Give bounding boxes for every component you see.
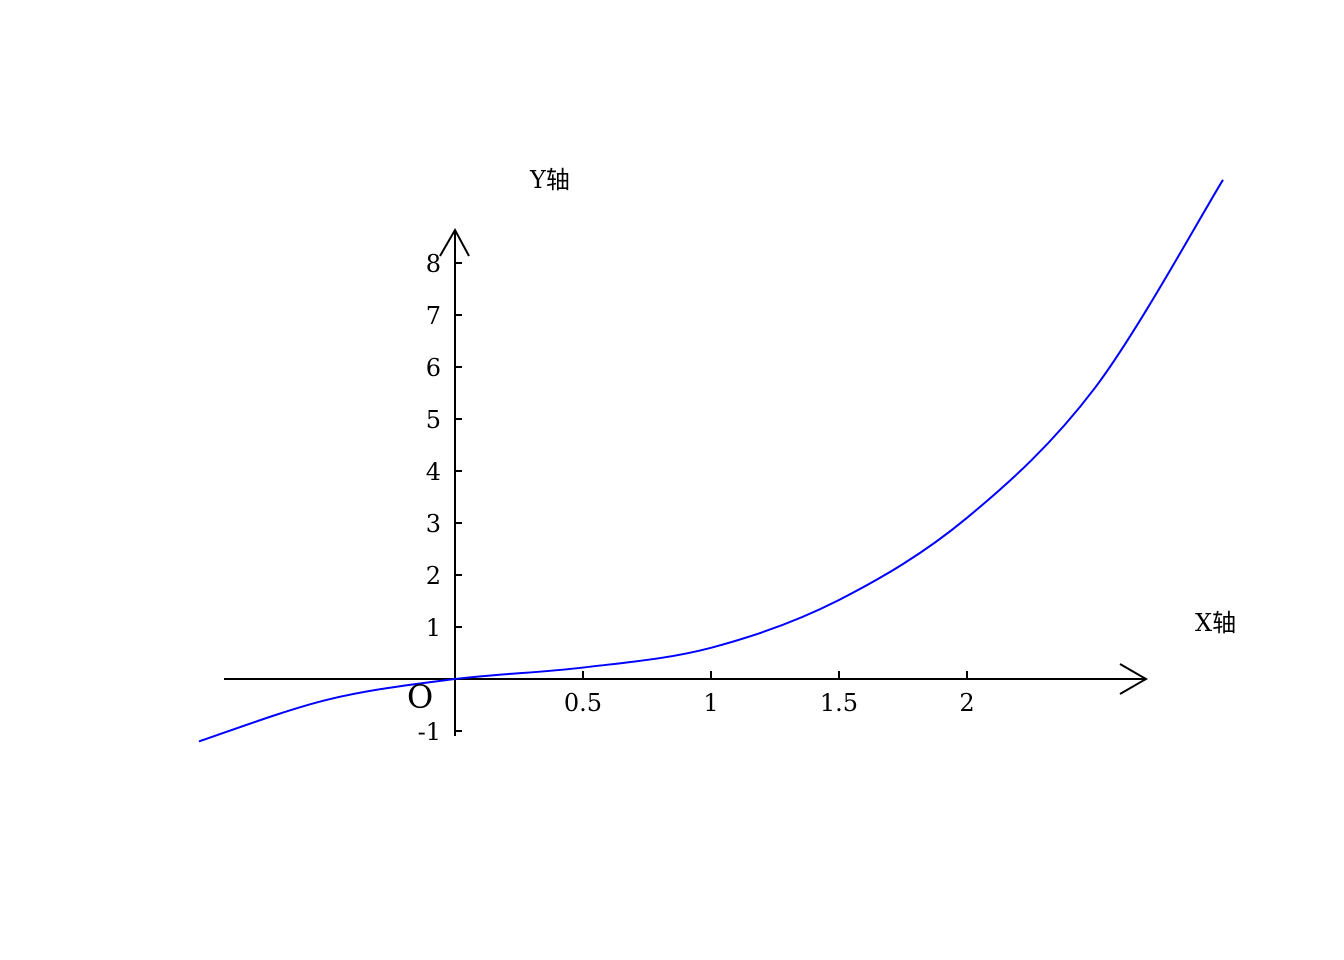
- x-tick-label: 2: [959, 689, 974, 717]
- y-tick-label: 2: [426, 562, 441, 590]
- y-tick-label: -1: [418, 718, 441, 746]
- x-tick-label: 0.5: [564, 689, 602, 717]
- x-tick-label: 1: [703, 689, 718, 717]
- x-axis-arrow: [1119, 663, 1149, 695]
- y-axis-label: Y轴: [529, 166, 570, 194]
- ticks: 0.5 1 1.5 2 -1 1 2 3 4 5 6 7 8: [418, 250, 975, 746]
- y-tick-label: 1: [426, 614, 441, 642]
- y-tick-label: 5: [426, 406, 441, 434]
- y-tick-label: 6: [426, 354, 441, 382]
- y-tick-label: 8: [426, 250, 441, 278]
- series-line: [198, 179, 1224, 743]
- y-axis-arrow: [439, 227, 470, 257]
- y-tick-label: 3: [426, 510, 441, 538]
- origin-label: O: [407, 678, 433, 716]
- x-tick-label: 1.5: [820, 689, 858, 717]
- y-tick-label: 7: [426, 302, 441, 330]
- x-axis-label: X轴: [1195, 609, 1236, 637]
- y-tick-label: 4: [426, 458, 441, 486]
